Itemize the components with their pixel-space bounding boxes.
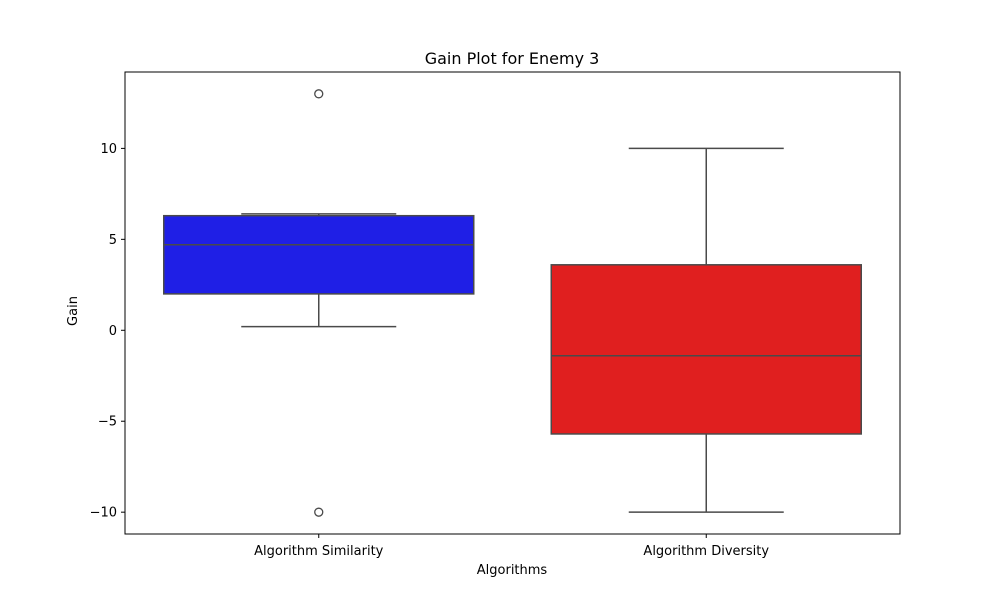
chart-title: Gain Plot for Enemy 3 [425, 49, 600, 68]
iqr-box [163, 214, 475, 295]
y-tick-label: 5 [109, 233, 117, 248]
y-axis-label: Gain [66, 296, 81, 326]
y-tick-label: −10 [90, 506, 117, 521]
iqr-box [550, 264, 862, 435]
y-tick-label: 0 [109, 324, 117, 339]
outlier-point [314, 89, 324, 99]
x-axis-label: Algorithms [477, 563, 548, 578]
outlier-point [314, 507, 324, 517]
y-tick-label: 10 [100, 142, 117, 157]
x-tick-label: Algorithm Similarity [254, 544, 384, 559]
x-tick-label: Algorithm Diversity [643, 544, 769, 559]
axes-frame [124, 71, 901, 535]
y-tick-label: −5 [98, 415, 117, 430]
plot-area: −10 −5 0 5 10 Algorithm Similarity Algorithm D… [90, 89, 862, 559]
